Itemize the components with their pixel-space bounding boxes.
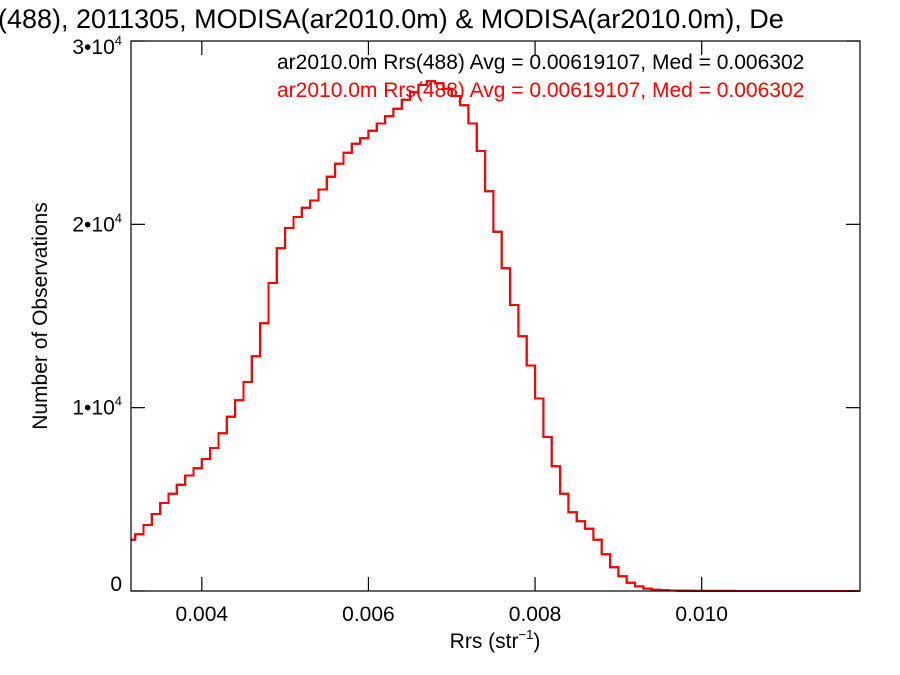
ticks-layer (131, 40, 860, 592)
x-axis-label: Rrs (str−1) (450, 627, 541, 653)
x-tick-labels: 0.004 0.006 0.008 0.010 (176, 603, 728, 626)
y-tick-label-1: 1•104 (72, 394, 122, 420)
series-line-0 (131, 80, 860, 592)
x-axis-label-main: Rrs (str (450, 630, 519, 653)
chart-title: (488), 2011305, MODISA(ar2010.0m) & MODI… (0, 4, 784, 34)
x-axis-label-close: ) (533, 630, 540, 653)
y-tick-label-0: 0 (110, 573, 122, 596)
y-tick-label-3: 3•104 (72, 33, 122, 59)
y-axis-label: Number of Observations (29, 202, 52, 430)
y-tick-labels: 0 1•104 2•104 3•104 (72, 33, 122, 596)
legend-entry-black: ar2010.0m Rrs(488) Avg = 0.00619107, Med… (277, 51, 804, 74)
x-tick-label-0: 0.004 (176, 603, 229, 626)
series-line-1 (131, 80, 860, 592)
legend-entry-red: ar2010.0m Rrs(488) Avg = 0.00619107, Med… (277, 79, 804, 102)
legend: ar2010.0m Rrs(488) Avg = 0.00619107, Med… (277, 51, 804, 102)
y-tick-label-2: 2•104 (72, 210, 122, 236)
x-tick-label-1: 0.006 (342, 603, 395, 626)
x-tick-label-3: 0.010 (675, 603, 728, 626)
series-layer (131, 80, 860, 592)
x-tick-label-2: 0.008 (509, 603, 562, 626)
plot-frame (130, 40, 861, 592)
x-axis-label-sup: −1 (519, 627, 534, 642)
